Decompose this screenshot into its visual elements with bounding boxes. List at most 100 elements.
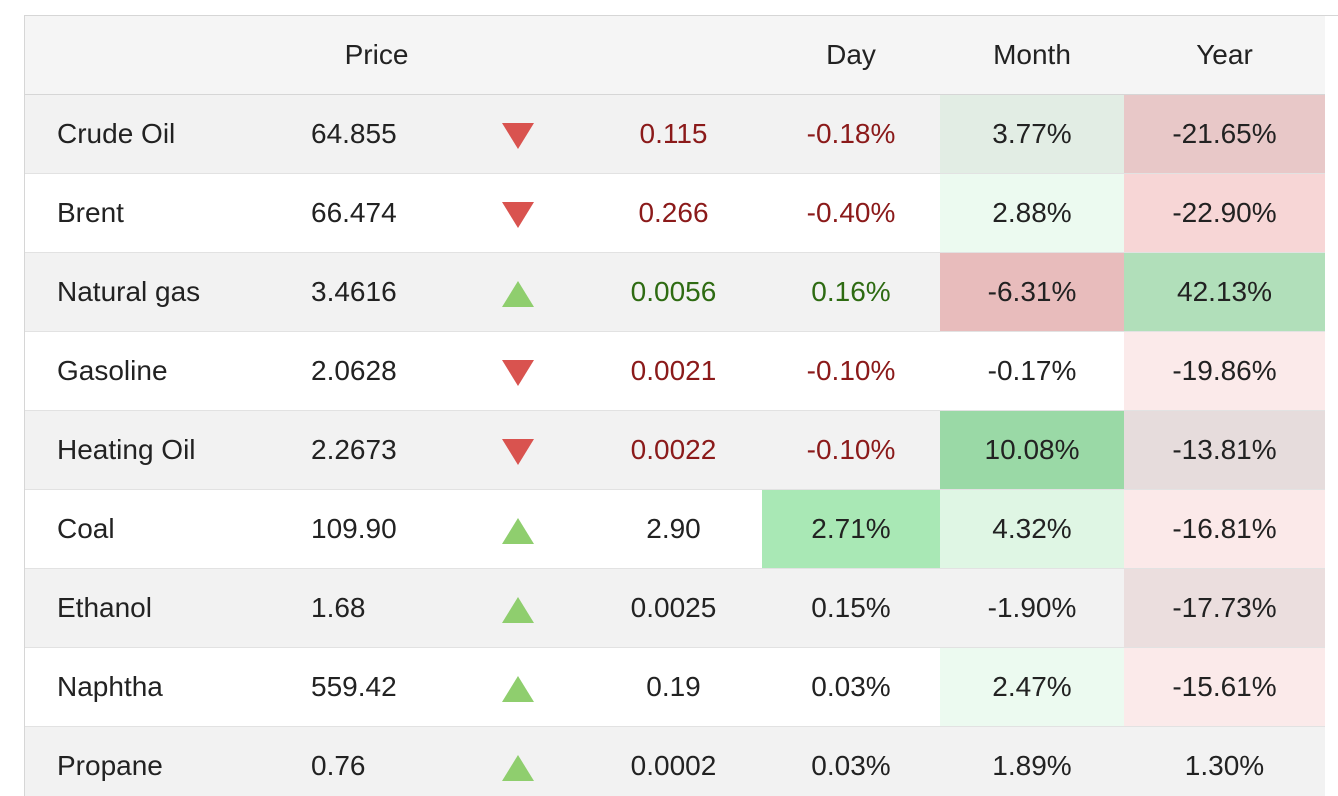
commodity-name[interactable]: Ethanol [25,568,287,648]
header-year[interactable]: Year [1124,16,1325,95]
commodity-name[interactable]: Brent [25,173,287,253]
price-cell: 109.90 [287,489,466,569]
direction-cell [466,647,585,727]
month-change-cell: -0.17% [940,331,1124,411]
table-row[interactable]: Propane 0.76 0.0002 0.03% 1.89% 1.30% [25,726,1338,796]
change-cell: 0.266 [585,173,762,253]
price-cell: 2.2673 [287,410,466,490]
year-change-cell: -22.90% [1124,173,1325,253]
day-change-cell: 0.03% [762,726,940,796]
table-row[interactable]: Ethanol 1.68 0.0025 0.15% -1.90% -17.73% [25,568,1338,648]
header-row: Price Day Month Year [25,16,1338,95]
down-triangle-icon [501,122,534,149]
commodity-name[interactable]: Coal [25,489,287,569]
month-change-cell: 1.89% [940,726,1124,796]
up-triangle-icon [501,517,534,544]
month-change-cell: -1.90% [940,568,1124,648]
price-cell: 3.4616 [287,252,466,332]
up-triangle-icon [501,280,534,307]
table-row[interactable]: Crude Oil 64.855 0.115 -0.18% 3.77% -21.65% [25,94,1338,174]
commodity-name[interactable]: Crude Oil [25,94,287,174]
change-cell: 0.0056 [585,252,762,332]
change-cell: 0.0022 [585,410,762,490]
row-spacer [1325,173,1338,253]
day-change-cell: 0.03% [762,647,940,727]
row-spacer [1325,726,1338,796]
change-cell: 0.115 [585,94,762,174]
month-change-cell: -6.31% [940,252,1124,332]
year-change-cell: -21.65% [1124,94,1325,174]
down-triangle-icon [501,438,534,465]
commodities-table-frame: Price Day Month Year Crude Oil 64.855 0.11… [24,15,1338,796]
direction-cell [466,252,585,332]
day-change-cell: 0.15% [762,568,940,648]
change-cell: 2.90 [585,489,762,569]
table-row[interactable]: Brent 66.474 0.266 -0.40% 2.88% -22.90% [25,173,1338,253]
day-change-cell: 0.16% [762,252,940,332]
commodity-name[interactable]: Gasoline [25,331,287,411]
day-change-cell: -0.18% [762,94,940,174]
direction-cell [466,173,585,253]
change-cell: 0.19 [585,647,762,727]
year-change-cell: 1.30% [1124,726,1325,796]
price-cell: 0.76 [287,726,466,796]
header-spacer [1325,16,1338,95]
commodity-name[interactable]: Propane [25,726,287,796]
up-triangle-icon [501,675,534,702]
day-change-cell: -0.40% [762,173,940,253]
commodity-name[interactable]: Heating Oil [25,410,287,490]
month-change-cell: 10.08% [940,410,1124,490]
change-cell: 0.0002 [585,726,762,796]
day-change-cell: 2.71% [762,489,940,569]
commodities-table: Price Day Month Year Crude Oil 64.855 0.11… [25,16,1338,796]
row-spacer [1325,331,1338,411]
header-day[interactable]: Day [762,16,940,95]
row-spacer [1325,252,1338,332]
month-change-cell: 2.88% [940,173,1124,253]
direction-cell [466,726,585,796]
table-row[interactable]: Gasoline 2.0628 0.0021 -0.10% -0.17% -19.86% [25,331,1338,411]
year-change-cell: -17.73% [1124,568,1325,648]
direction-cell [466,489,585,569]
row-spacer [1325,94,1338,174]
row-spacer [1325,568,1338,648]
year-change-cell: -15.61% [1124,647,1325,727]
year-change-cell: -13.81% [1124,410,1325,490]
year-change-cell: -16.81% [1124,489,1325,569]
up-triangle-icon [501,754,534,781]
year-change-cell: -19.86% [1124,331,1325,411]
table-row[interactable]: Natural gas 3.4616 0.0056 0.16% -6.31% 42.13% [25,252,1338,332]
header-name[interactable] [25,16,287,95]
table-row[interactable]: Coal 109.90 2.90 2.71% 4.32% -16.81% [25,489,1338,569]
table-row[interactable]: Naphtha 559.42 0.19 0.03% 2.47% -15.61% [25,647,1338,727]
month-change-cell: 3.77% [940,94,1124,174]
table-row[interactable]: Heating Oil 2.2673 0.0022 -0.10% 10.08% -13.8… [25,410,1338,490]
direction-cell [466,410,585,490]
row-spacer [1325,489,1338,569]
change-cell: 0.0025 [585,568,762,648]
month-change-cell: 2.47% [940,647,1124,727]
down-triangle-icon [501,201,534,228]
direction-cell [466,331,585,411]
header-month[interactable]: Month [940,16,1124,95]
header-arrow [466,16,585,95]
price-cell: 64.855 [287,94,466,174]
month-change-cell: 4.32% [940,489,1124,569]
row-spacer [1325,647,1338,727]
header-price[interactable]: Price [287,16,466,95]
direction-cell [466,94,585,174]
price-cell: 1.68 [287,568,466,648]
header-change[interactable] [585,16,762,95]
change-cell: 0.0021 [585,331,762,411]
commodity-name[interactable]: Naphtha [25,647,287,727]
price-cell: 2.0628 [287,331,466,411]
row-spacer [1325,410,1338,490]
up-triangle-icon [501,596,534,623]
price-cell: 559.42 [287,647,466,727]
commodity-name[interactable]: Natural gas [25,252,287,332]
year-change-cell: 42.13% [1124,252,1325,332]
day-change-cell: -0.10% [762,331,940,411]
price-cell: 66.474 [287,173,466,253]
down-triangle-icon [501,359,534,386]
day-change-cell: -0.10% [762,410,940,490]
